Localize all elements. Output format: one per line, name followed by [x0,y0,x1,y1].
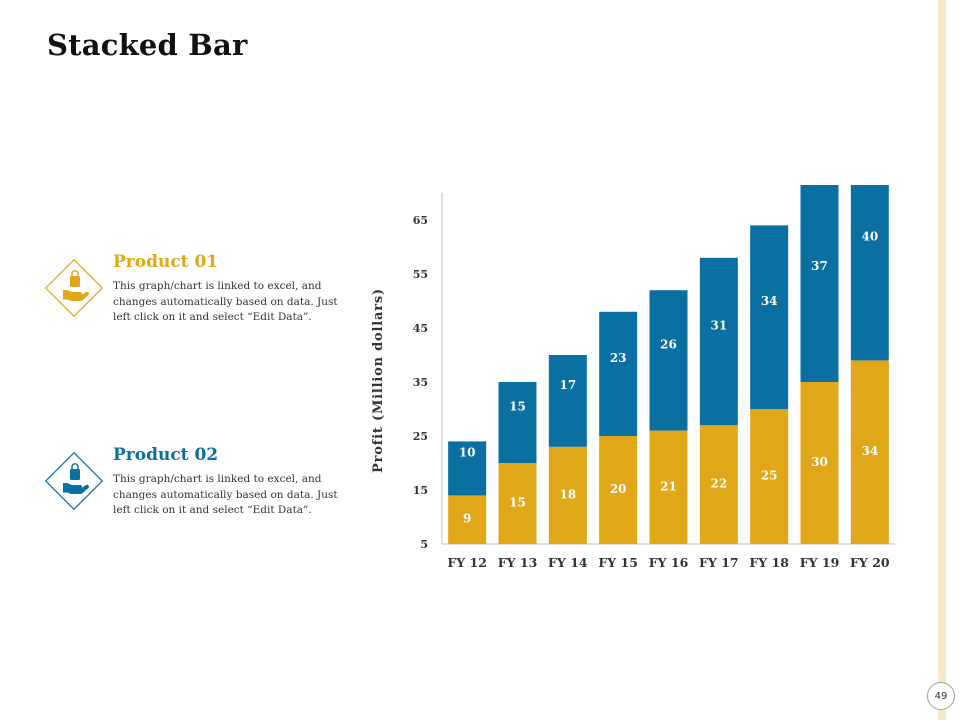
bar-segment [750,409,789,544]
bar-value-label: 30 [811,455,828,469]
bar-segment [498,382,537,463]
x-tick-label: FY 12 [447,555,487,570]
bar-value-label: 22 [710,477,727,491]
y-axis-title: Profit (Million dollars) [371,288,386,473]
bar-value-label: 31 [710,319,727,333]
bar-segment [649,290,688,431]
decorative-side-strip [938,0,946,720]
x-tick-label: FY 14 [548,555,588,570]
bar-segment [800,382,839,544]
bar-value-label: 15 [509,496,526,510]
bar-segment [448,441,487,496]
y-tick-label: 55 [413,268,428,281]
x-tick-label: FY 20 [850,555,890,570]
x-tick-label: FY 18 [749,555,789,570]
bar-segment [599,311,638,436]
product-1-name: Product 01 [113,252,219,272]
stacked-bar-chart: 5 15 25 35 45 55 65 Profit (Million dollars) 9 10… [371,144,895,570]
bar-value-label: 10 [459,445,476,459]
product-card-2: Product 02 This graph/chart is linked to… [40,445,360,545]
bar-value-label: 40 [861,229,878,243]
bar-value-label: 17 [559,378,576,392]
bar-value-label: 37 [811,259,828,273]
bar-segment [548,355,587,447]
bar-value-label: 21 [660,479,677,493]
x-tick-label: FY 17 [699,555,739,570]
bar-value-label: 34 [761,294,778,308]
bar-segment [599,436,638,544]
product-2-name: Product 02 [113,445,219,465]
stacked-bar-chart-container: 5 15 25 35 45 55 65 Profit (Million dollars) 9 10… [360,144,920,585]
bar-value-label: 26 [660,337,677,351]
bar-value-label: 15 [509,400,526,414]
x-tick-label: FY 13 [498,555,538,570]
hand-holding-bag-icon [44,451,104,511]
product-2-description: This graph/chart is linked to excel, and… [113,473,338,516]
x-tick-label: FY 19 [800,555,840,570]
bar-segment [548,446,587,544]
bar-value-label: 34 [861,444,878,458]
bar-segment [699,425,738,544]
y-tick-label: 25 [413,430,428,443]
y-tick-label: 65 [413,214,428,227]
bar-segment [750,225,789,409]
y-tick-label: 45 [413,322,428,335]
bar-segment [699,257,738,426]
product-card-1: Product 01 This graph/chart is linked to… [40,252,360,352]
bar-segment [850,144,889,361]
bar-value-label: 9 [463,512,471,526]
y-tick-label: 5 [420,538,428,551]
hand-holding-bag-icon [44,258,104,318]
bar-segment [800,182,839,382]
y-tick-label: 35 [413,376,428,389]
x-tick-label: FY 15 [598,555,638,570]
bar-segment [448,495,487,544]
bar-segment [649,430,688,544]
y-tick-label: 15 [413,484,428,497]
slide-title: Stacked Bar [47,28,248,62]
bar-value-label: 23 [610,351,627,365]
page-number: 49 [927,682,955,710]
bar-value-label: 18 [559,487,576,501]
product-1-description: This graph/chart is linked to excel, and… [113,280,338,323]
x-tick-label: FY 16 [649,555,689,570]
bar-segment [498,463,537,544]
bar-value-label: 25 [761,469,778,483]
bar-segment [850,360,889,544]
bar-value-label: 20 [610,482,627,496]
